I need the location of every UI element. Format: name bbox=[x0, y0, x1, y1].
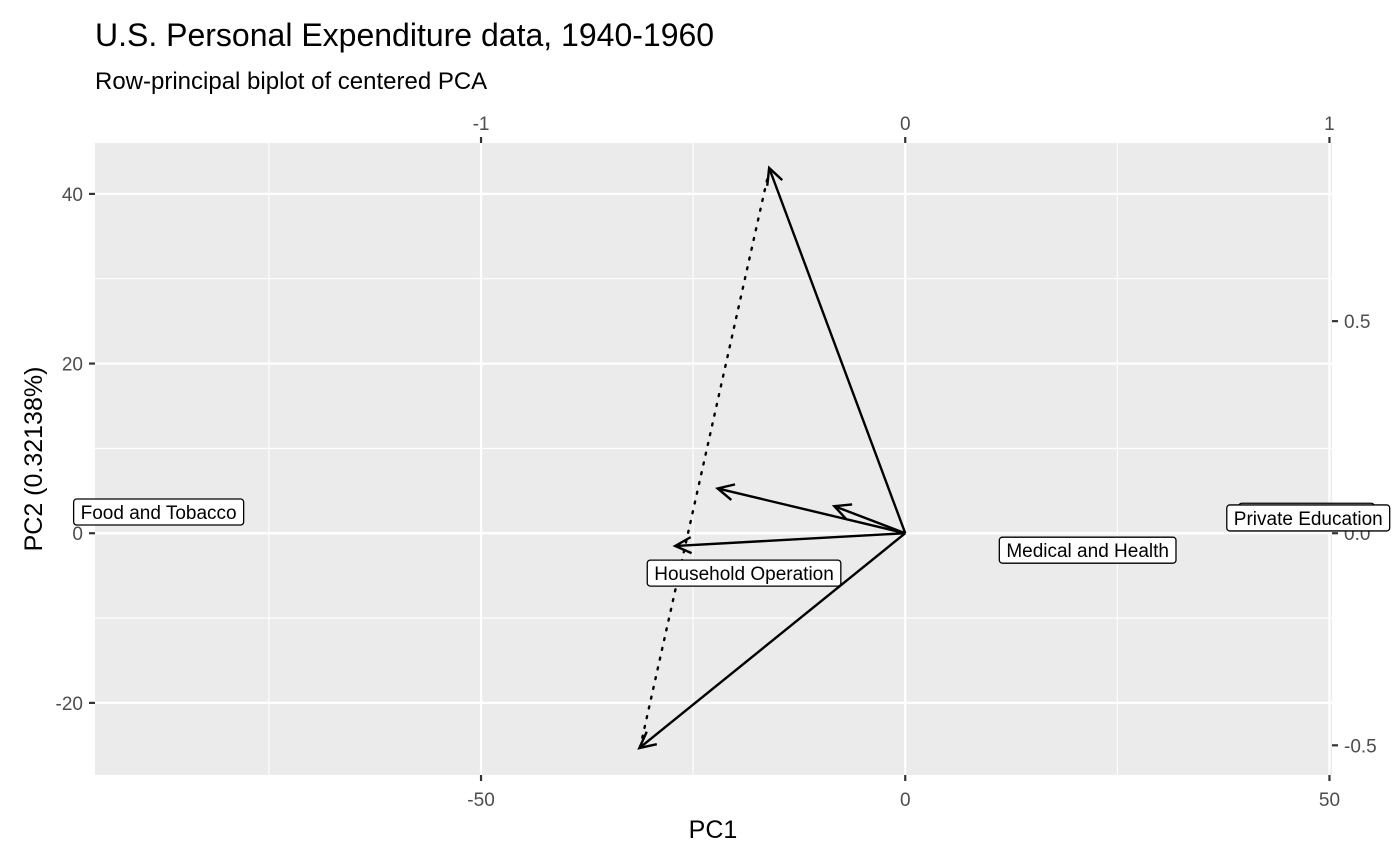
loading-vector bbox=[831, 503, 906, 535]
chart-title: U.S. Personal Expenditure data, 1940-196… bbox=[95, 17, 714, 53]
y-axis-title: PC2 (0.32138%) bbox=[20, 367, 48, 552]
point-label: Private Education bbox=[1226, 504, 1391, 532]
x-axis-title: PC1 bbox=[689, 816, 738, 844]
grid-lines bbox=[95, 143, 1332, 775]
x-tick-label: 50 bbox=[1319, 790, 1340, 811]
x-tick-label: 0 bbox=[900, 790, 911, 811]
chart-subtitle: Row-principal biplot of centered PCA bbox=[95, 68, 487, 95]
point-label: Food and Tobacco bbox=[72, 498, 245, 526]
dotted-connector bbox=[638, 167, 771, 749]
plot-panel bbox=[95, 143, 1332, 775]
svg-text:Private Education: Private Education bbox=[1234, 509, 1383, 530]
loading-vector bbox=[637, 532, 906, 750]
loading-vectors bbox=[637, 165, 907, 750]
y-tick-label: 40 bbox=[62, 185, 83, 206]
loading-vector bbox=[766, 165, 907, 534]
loading-vector bbox=[715, 483, 906, 535]
y-tick-label: -20 bbox=[56, 694, 83, 715]
right-y-tick-label: 0.5 bbox=[1344, 312, 1370, 333]
top-x-tick-label: -1 bbox=[473, 114, 490, 135]
top-x-tick-label: 0 bbox=[900, 114, 911, 135]
loading-vector bbox=[672, 532, 906, 555]
y-tick-label: 0 bbox=[72, 524, 83, 545]
svg-text:Household Operation: Household Operation bbox=[654, 564, 834, 585]
svg-text:Medical and Health: Medical and Health bbox=[1006, 541, 1169, 562]
point-labels: Food and Tobacco Household Operation Medic… bbox=[72, 498, 1391, 587]
point-label: Medical and Health bbox=[998, 536, 1177, 564]
y-tick-label: 20 bbox=[62, 355, 83, 376]
svg-text:Food and Tobacco: Food and Tobacco bbox=[81, 503, 237, 524]
point-label: Household Operation bbox=[646, 559, 842, 587]
right-y-tick-label: -0.5 bbox=[1344, 736, 1377, 757]
top-x-tick-label: 1 bbox=[1324, 114, 1335, 135]
x-tick-label: -50 bbox=[467, 790, 494, 811]
